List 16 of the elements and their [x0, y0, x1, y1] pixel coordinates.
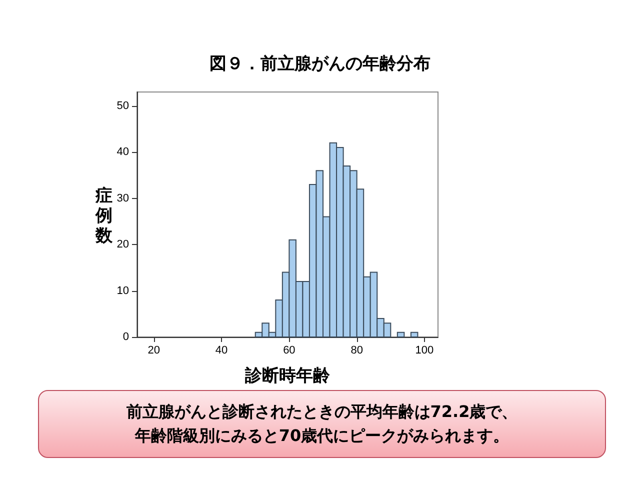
y-axis-title: 症例数 — [94, 186, 114, 246]
y-tick-label: 0 — [122, 331, 129, 343]
x-tick-label: 60 — [283, 344, 296, 356]
x-tick-label: 40 — [215, 344, 228, 356]
chart-title: 図９．前立腺がんの年齢分布 — [210, 54, 430, 73]
x-tick-label: 80 — [350, 344, 363, 356]
y-tick-label: 10 — [116, 284, 129, 297]
x-tick-label: 100 — [415, 344, 434, 356]
y-tick-label: 30 — [116, 192, 129, 204]
y-tick-label: 50 — [116, 100, 129, 112]
x-axis-title: 診断時年齢 — [244, 366, 331, 385]
y-tick-label: 20 — [116, 238, 129, 251]
text: 年齢階級別にみると70歳代にピークがみられます。 — [134, 425, 510, 447]
text: 前立腺がんと診断されたときの平均年齢は72.2歳で、 — [126, 401, 518, 423]
y-tick-label: 40 — [116, 146, 129, 158]
x-tick-label: 20 — [148, 344, 160, 356]
